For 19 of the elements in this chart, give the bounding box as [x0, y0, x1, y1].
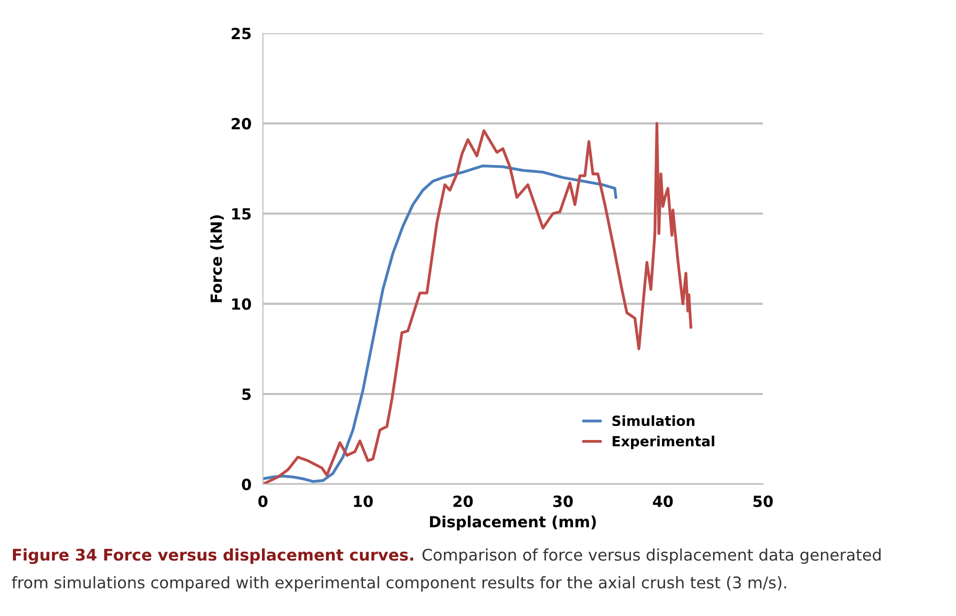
y-tick-label: 10 — [232, 298, 252, 310]
y-tick-label: 5 — [242, 388, 251, 400]
text: from simulations compared with experimental component results for the axial crush test (3 m/s). — [12, 576, 786, 592]
text: Comparison of force versus displacement data generated — [422, 548, 881, 564]
caption: Figure 34 Force versus displacement curves. — [12, 548, 414, 564]
legend-label: Simulation — [612, 415, 694, 426]
legend-label: Experimental — [612, 436, 714, 450]
y-tick-label: 25 — [232, 28, 251, 40]
x-tick-label: 30 — [553, 496, 573, 508]
y-axis-title: Force (kN) — [210, 215, 224, 302]
x-tick-label: 10 — [354, 496, 373, 508]
x-tick-label: 0 — [258, 496, 268, 508]
x-tick-label: 50 — [753, 496, 773, 508]
x-tick-label: 40 — [652, 496, 673, 508]
y-tick-label: 15 — [232, 208, 251, 220]
x-axis-title: Displacement (mm) — [430, 516, 596, 530]
x-tick-label: 20 — [453, 496, 473, 508]
y-tick-label: 0 — [242, 478, 252, 490]
y-tick-label: 20 — [232, 118, 252, 130]
